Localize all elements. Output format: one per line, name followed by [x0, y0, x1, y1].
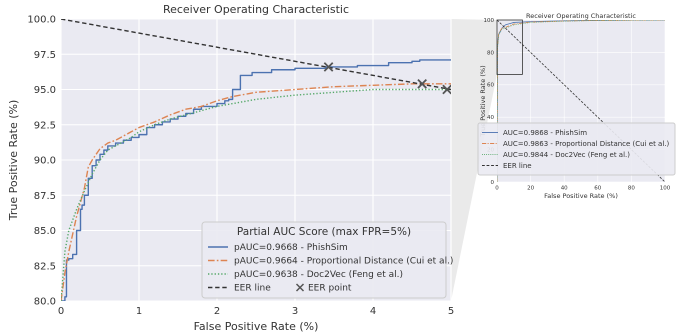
- main-y-tick-label: 97.5: [34, 50, 56, 61]
- main-x-tick-label: 1: [136, 306, 142, 317]
- inset-series-line-1: [497, 20, 665, 182]
- legend-eer-point-marker: [295, 283, 305, 292]
- main-x-tick-label: 4: [370, 306, 376, 317]
- main-series-line-3: [61, 19, 451, 91]
- inset-x-tick-label: 0: [495, 185, 499, 191]
- main-legend-box: [201, 221, 447, 299]
- inset-legend-entry-label: AUC=0.9844 - Doc2Vec (Feng et al.): [503, 151, 630, 159]
- inset-x-tick-label: 40: [561, 185, 568, 191]
- legend-entry-label: pAUC=0.9638 - Doc2Vec (Feng et al.): [234, 270, 403, 280]
- zoom-region-box: [496, 19, 523, 75]
- inset-x-axis-label: False Positive Rate (%): [544, 192, 618, 200]
- inset-legend-box: [477, 122, 676, 176]
- main-x-tick-label: 3: [292, 306, 298, 317]
- inset-y-axis-label: True Positive Rate (%): [479, 65, 487, 137]
- inset-legend-entry-label: AUC=0.9863 - Proportional Distance (Cui …: [503, 140, 670, 148]
- inset-chart-title: Receiver Operating Characteristic: [526, 12, 636, 20]
- main-chart: 0 1 2 3 4 5 80.0 82.5 85.0 87.5 90.0 92.5 95.0 97.5 10…: [7, 3, 454, 333]
- eer-point-marker: [442, 84, 451, 95]
- inset-legend-entry-label: EER line: [503, 162, 532, 170]
- legend-entry-label: EER point: [308, 284, 352, 294]
- main-y-tick-label: 87.5: [34, 191, 56, 202]
- main-series-line-0: [61, 59, 451, 301]
- main-y-tick-label: 85.0: [34, 226, 56, 237]
- main-y-tick-label: 82.5: [34, 261, 56, 272]
- inset-y-tick-label: 100: [484, 18, 495, 24]
- main-y-tick-label: 80.0: [34, 297, 56, 308]
- inset-y-tick-label: 80: [487, 50, 494, 56]
- inset-x-tick-label: 60: [594, 185, 601, 191]
- main-legend-title: Partial AUC Score (max FPR=5%): [237, 226, 411, 238]
- main-series-line-1: [61, 83, 451, 301]
- main-y-tick-label: 90.0: [34, 156, 56, 167]
- inset-x-tick-label: 80: [628, 185, 635, 191]
- main-series-group: [61, 19, 451, 301]
- main-series-line-2: [61, 88, 451, 301]
- main-y-tick-label: 100.0: [27, 15, 56, 26]
- main-x-tick-label: 2: [214, 306, 220, 317]
- main-chart-title: Receiver Operating Characteristic: [163, 3, 349, 16]
- inset-x-tick-label: 20: [527, 185, 534, 191]
- zoom-connector: [451, 19, 497, 301]
- main-x-tick-label: 0: [58, 306, 64, 317]
- inset-y-tick-label: 0: [491, 180, 495, 186]
- inset-y-tick-label: 60: [487, 83, 494, 89]
- inset-series-line-2: [497, 20, 665, 182]
- main-x-tick-label: 5: [448, 306, 454, 317]
- inset-legend-entry-label: AUC=0.9868 - PhishSim: [503, 129, 587, 137]
- eer-point-marker: [323, 62, 334, 72]
- main-legend: Partial AUC Score (max FPR=5%) pAUC=0.96…: [201, 221, 453, 299]
- main-y-axis-label: True Positive Rate (%): [7, 100, 20, 222]
- main-tick-labels: 0 1 2 3 4 5 80.0 82.5 85.0 87.5 90.0 92.5 95.0 97.5 10…: [27, 15, 454, 318]
- inset-series-group: [497, 20, 665, 182]
- main-y-tick-label: 95.0: [34, 85, 56, 96]
- inset-x-tick-label: 100: [660, 185, 671, 191]
- legend-entry-label: pAUC=0.9664 - Proportional Distance (Cui…: [234, 257, 453, 267]
- inset-chart: 020406080100020406080100 Receiver Operat…: [477, 12, 676, 200]
- inset-y-tick-label: 40: [487, 115, 494, 121]
- legend-entry-label: pAUC=0.9668 - PhishSim: [234, 243, 348, 253]
- eer-point-marker: [417, 79, 427, 89]
- main-x-axis-label: False Positive Rate (%): [194, 320, 319, 333]
- main-y-tick-label: 92.5: [34, 120, 56, 131]
- legend-entry-label: EER line: [234, 284, 271, 294]
- inset-legend: AUC=0.9868 - PhishSim AUC=0.9863 - Propor…: [477, 122, 676, 176]
